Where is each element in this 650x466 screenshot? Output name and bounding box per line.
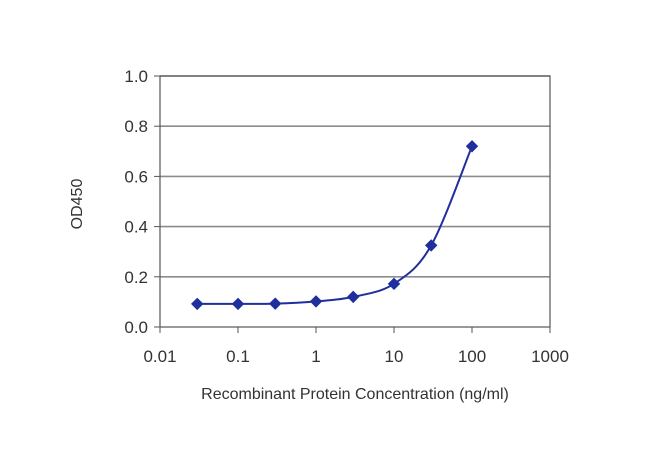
x-axis-title: Recombinant Protein Concentration (ng/ml… — [201, 386, 509, 403]
x-tick-label-0: 0.01 — [143, 347, 176, 366]
plot-frame — [159, 75, 551, 328]
x-tick-label-1: 0.1 — [226, 347, 250, 366]
x-tick-label-3: 10 — [385, 347, 404, 366]
data-point-2 — [269, 297, 282, 310]
data-point-5 — [387, 277, 401, 291]
series-line-0 — [197, 145, 473, 305]
data-point-1 — [231, 297, 245, 311]
data-point-3 — [309, 295, 323, 308]
label-layer: Recombinant Protein Concentration (ng/ml… — [69, 67, 569, 403]
y-tick-label-1: 0.2 — [124, 268, 148, 287]
x-tick-label-2: 1 — [311, 347, 320, 366]
y-tick-label-0: 0.0 — [124, 318, 148, 337]
grid-layer — [160, 75, 550, 278]
axis-layer — [154, 75, 551, 333]
x-tick-label-5: 1000 — [531, 347, 569, 366]
y-axis-title: OD450 — [69, 179, 86, 230]
data-point-0 — [191, 297, 204, 311]
y-tick-label-5: 1.0 — [124, 67, 148, 86]
data-point-6 — [425, 239, 438, 252]
x-tick-label-4: 100 — [458, 347, 486, 366]
y-tick-label-3: 0.6 — [124, 167, 148, 186]
y-tick-label-4: 0.8 — [124, 117, 148, 136]
series-layer — [191, 140, 479, 311]
data-point-7 — [465, 140, 479, 153]
data-point-4 — [347, 290, 360, 304]
y-tick-label-2: 0.4 — [124, 218, 148, 237]
